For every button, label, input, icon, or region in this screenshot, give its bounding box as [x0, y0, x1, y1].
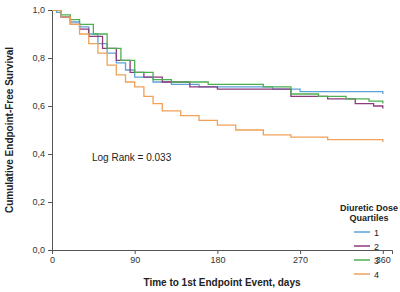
tick: 0 — [50, 250, 55, 265]
legend-title: Diuretic DoseQuartiles — [340, 203, 398, 223]
tick-mark — [48, 202, 52, 203]
legend-swatch — [354, 231, 370, 233]
tick: 0,2 — [32, 197, 52, 207]
tick-label: 0 — [50, 255, 55, 265]
legend: Diuretic DoseQuartiles 1 2 3 4 — [340, 203, 398, 280]
tick-mark — [217, 250, 218, 254]
legend-label: 4 — [374, 270, 379, 280]
tick-label: 0,4 — [32, 149, 45, 159]
tick-label: 270 — [293, 255, 308, 265]
legend-label: 1 — [374, 228, 379, 238]
tick-mark — [48, 154, 52, 155]
legend-swatch — [354, 259, 370, 261]
tick: 0,0 — [32, 245, 52, 255]
tick: 0,8 — [32, 53, 52, 63]
x-axis-title: Time to 1st Endpoint Event, days — [143, 277, 301, 288]
tick-mark — [48, 58, 52, 59]
tick-mark — [48, 250, 52, 251]
chart: 0901802703600,00,20,40,60,81,0Time to 1s… — [0, 0, 400, 292]
tick-label: 0,0 — [32, 245, 45, 255]
axis-line — [53, 251, 393, 255]
tick-label: 90 — [130, 255, 140, 265]
y-axis-title: Cumulative Endpoint-Free Survival — [4, 47, 15, 213]
tick: 1,0 — [32, 5, 52, 15]
tick-label: 1,0 — [32, 5, 45, 15]
annotation: Log Rank = 0.033 — [92, 152, 172, 163]
tick-label: 180 — [210, 255, 225, 265]
survival-line — [52, 10, 383, 142]
axis-line — [48, 11, 53, 251]
tick-mark — [383, 250, 384, 254]
legend-label: 2 — [374, 242, 379, 252]
tick: 90 — [130, 250, 140, 265]
tick: 0,4 — [32, 149, 52, 159]
legend-swatch — [354, 273, 370, 275]
x-axis: 090180270360 — [50, 250, 393, 265]
survival-line — [52, 10, 383, 108]
tick: 0,6 — [32, 101, 52, 111]
tick: 270 — [293, 250, 308, 265]
legend-swatch — [354, 245, 370, 247]
tick: 180 — [210, 250, 225, 265]
tick-label: 0,2 — [32, 197, 45, 207]
plot-area — [52, 10, 383, 142]
tick-label: 0,8 — [32, 53, 45, 63]
survival-line — [52, 10, 383, 104]
tick-mark — [135, 250, 136, 254]
tick-label: 0,6 — [32, 101, 45, 111]
tick-mark — [300, 250, 301, 254]
y-axis: 0,0 0,2 0,4 0,6 0,8 1,0 — [32, 5, 52, 255]
tick-mark — [48, 10, 52, 11]
tick-mark — [48, 106, 52, 107]
legend-label: 3 — [374, 256, 379, 266]
survival-line — [52, 10, 383, 94]
